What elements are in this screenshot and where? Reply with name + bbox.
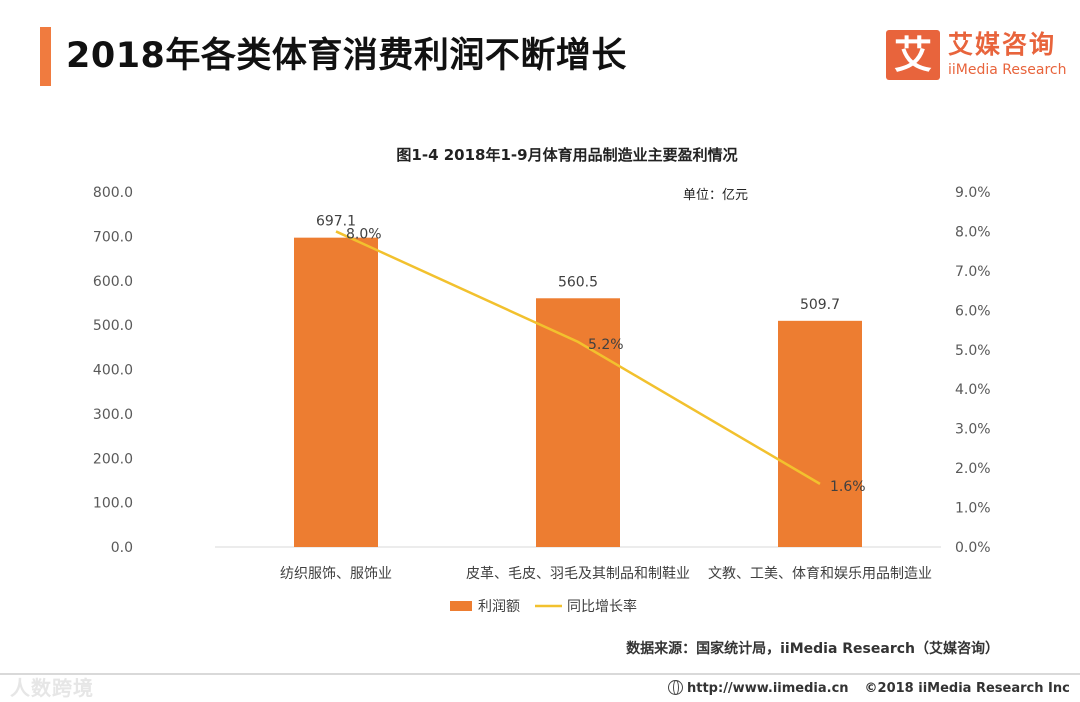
right-axis-tick-label: 7.0% bbox=[955, 264, 991, 280]
bar-2 bbox=[536, 298, 620, 547]
right-axis-tick-label: 2.0% bbox=[955, 461, 991, 477]
footer-divider bbox=[0, 673, 1080, 675]
right-axis-tick-label: 0.0% bbox=[955, 540, 991, 556]
line-label-3: 1.6% bbox=[830, 479, 866, 495]
bar-label-2: 560.5 bbox=[558, 274, 598, 290]
page-title: 2018年各类体育消费利润不断增长 bbox=[66, 36, 627, 76]
left-axis-tick-label: 0.0 bbox=[111, 540, 133, 556]
left-axis-tick-label: 800.0 bbox=[93, 185, 133, 201]
left-axis-tick-label: 600.0 bbox=[93, 274, 133, 290]
logo-english-name: iiMedia Research bbox=[948, 62, 1067, 78]
globe-icon bbox=[668, 680, 683, 695]
left-axis-tick-label: 300.0 bbox=[93, 407, 133, 423]
iimedia-logo: 艾 艾媒咨询 iiMedia Research bbox=[886, 30, 1067, 84]
category-label-3: 文教、工美、体育和娱乐用品制造业 bbox=[708, 566, 932, 582]
bar-3 bbox=[778, 320, 862, 547]
bar-label-3: 509.7 bbox=[800, 297, 840, 313]
logo-mark: 艾 bbox=[886, 30, 940, 80]
legend-line-label: 同比增长率 bbox=[567, 598, 637, 615]
left-axis-tick-label: 400.0 bbox=[93, 363, 133, 379]
bar-1 bbox=[294, 237, 378, 548]
right-axis-tick-label: 6.0% bbox=[955, 303, 991, 319]
left-axis-tick-label: 500.0 bbox=[93, 318, 133, 334]
unit-note: 单位：亿元 bbox=[683, 188, 748, 203]
left-axis-tick-label: 200.0 bbox=[93, 451, 133, 467]
footer-url[interactable]: http://www.iimedia.cn bbox=[687, 681, 849, 696]
right-axis-tick-label: 8.0% bbox=[955, 224, 991, 240]
bar-label-1: 697.1 bbox=[316, 214, 356, 230]
right-axis-tick-label: 4.0% bbox=[955, 382, 991, 398]
data-source: 数据来源：国家统计局，iiMedia Research（艾媒咨询） bbox=[626, 641, 999, 657]
title-accent-bar bbox=[40, 27, 51, 86]
logo-chinese-name: 艾媒咨询 bbox=[948, 30, 1057, 59]
watermark-text: 人数跨境 bbox=[10, 676, 94, 700]
category-label-1: 纺织服饰、服饰业 bbox=[280, 566, 392, 582]
right-axis-tick-label: 9.0% bbox=[955, 185, 991, 201]
footer-copyright: ©2018 iiMedia Research Inc bbox=[864, 681, 1070, 696]
footer: http://www.iimedia.cn ©2018 iiMedia Resea… bbox=[668, 680, 1070, 696]
chart-title: 图1-4 2018年1-9月体育用品制造业主要盈利情况 bbox=[396, 146, 737, 164]
left-axis-tick-label: 100.0 bbox=[93, 496, 133, 512]
category-label-2: 皮革、毛皮、羽毛及其制品和制鞋业 bbox=[466, 566, 690, 582]
legend-bar-label: 利润额 bbox=[478, 599, 520, 615]
right-axis-tick-label: 3.0% bbox=[955, 422, 991, 438]
right-axis-tick-label: 1.0% bbox=[955, 501, 991, 517]
growth-rate-line bbox=[335, 230, 821, 485]
line-label-2: 5.2% bbox=[588, 337, 624, 353]
legend-bar-swatch bbox=[450, 601, 472, 611]
right-axis-tick-label: 5.0% bbox=[955, 343, 991, 359]
left-axis-tick-label: 700.0 bbox=[93, 229, 133, 245]
line-label-1: 8.0% bbox=[346, 226, 382, 242]
